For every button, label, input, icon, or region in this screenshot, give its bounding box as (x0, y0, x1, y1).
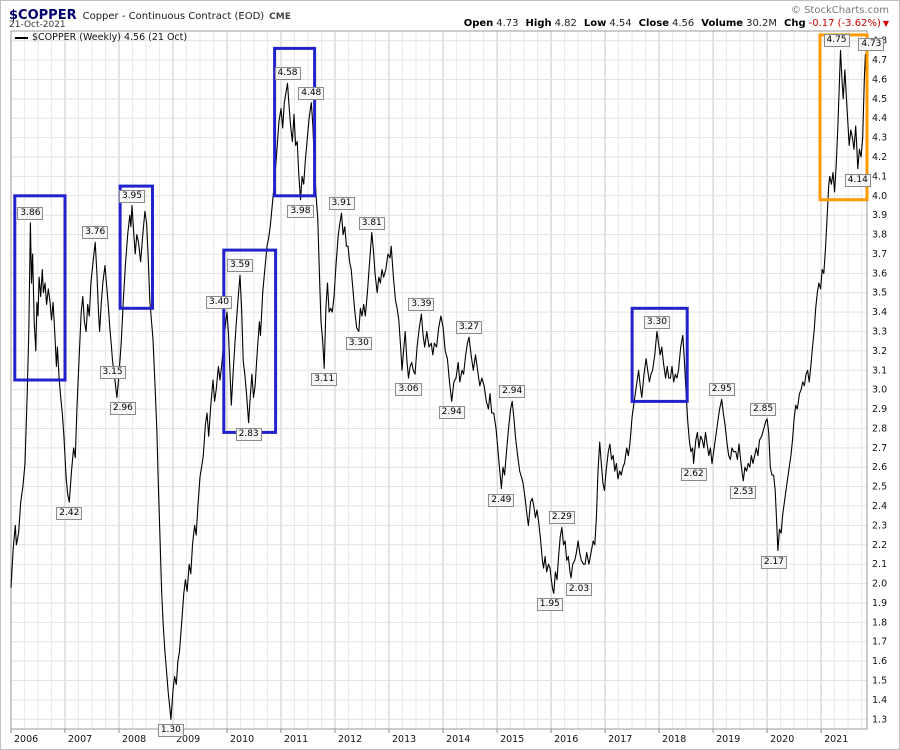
y-axis-label: 3.2 (872, 346, 887, 357)
y-axis-label: 3.0 (872, 385, 887, 396)
stat-label-change: Chg (783, 18, 806, 29)
highlight-box (273, 46, 317, 198)
y-axis-label: 2.2 (872, 540, 887, 551)
y-axis-label: 4.6 (872, 75, 887, 86)
copyright-notice: © StockCharts.com (790, 5, 889, 16)
y-axis-label: 3.4 (872, 307, 887, 318)
y-axis-label: 2.4 (872, 501, 887, 512)
y-axis-label: 2.7 (872, 443, 887, 454)
y-axis-label: 4.2 (872, 152, 887, 163)
x-axis-label: 2008 (122, 734, 146, 745)
series-legend-label: $COPPER (Weekly) 4.56 (21 Oct) (32, 32, 188, 43)
x-axis-label: 2021 (824, 734, 848, 745)
plot-border (10, 30, 868, 730)
y-axis-label: 2.8 (872, 424, 887, 435)
y-axis-label: 2.5 (872, 482, 887, 493)
y-axis-label: 1.7 (872, 637, 887, 648)
y-axis-label: 3.3 (872, 327, 887, 338)
x-axis-label: 2010 (230, 734, 254, 745)
y-axis-label: 2.1 (872, 559, 887, 570)
stat-value-change: -0.17 (-3.62%) (808, 18, 881, 29)
stat-value-close: 4.56 (672, 18, 695, 29)
x-axis-label: 2012 (338, 734, 362, 745)
line-swatch-icon (15, 36, 28, 39)
ticker-symbol: $COPPER (9, 8, 77, 23)
stat-value-low: 4.54 (609, 18, 632, 29)
chart-title: $COPPER Copper - Continuous Contract (EOD… (9, 4, 291, 23)
y-axis-label: 2.6 (872, 462, 887, 473)
x-axis-label: 2016 (554, 734, 578, 745)
y-axis-label: 3.6 (872, 268, 887, 279)
highlight-box (13, 194, 67, 382)
y-axis-label: 2.0 (872, 579, 887, 590)
change-down-icon: ▼ (882, 19, 889, 28)
x-axis-label: 2015 (500, 734, 524, 745)
y-axis-label: 1.4 (872, 695, 887, 706)
ohlc-stats-bar: Open 4.73 High 4.82 Low 4.54 Close 4.56 Volume 30… (457, 18, 889, 29)
y-axis-label: 3.1 (872, 365, 887, 376)
x-axis-label: 2017 (608, 734, 632, 745)
x-axis-label: 2019 (716, 734, 740, 745)
y-axis-label: 4.0 (872, 191, 887, 202)
stat-label-low: Low (583, 18, 607, 29)
y-axis-label: 3.7 (872, 249, 887, 260)
price-line (10, 49, 868, 720)
exchange-label: CME (269, 12, 291, 22)
y-axis-label: 1.5 (872, 676, 887, 687)
instrument-description: Copper - Continuous Contract (EOD) (82, 11, 265, 22)
x-axis-label: 2007 (68, 734, 92, 745)
highlight-box (630, 306, 689, 403)
y-axis-label: 1.9 (872, 598, 887, 609)
y-axis-label: 4.3 (872, 133, 887, 144)
stat-value-volume: 30.2M (746, 18, 777, 29)
stat-label-close: Close (638, 18, 669, 29)
chart-date: 21-Oct-2021 (9, 20, 66, 30)
y-axis-label: 3.8 (872, 230, 887, 241)
highlight-box (118, 184, 154, 310)
stat-value-high: 4.82 (554, 18, 577, 29)
series-legend: $COPPER (Weekly) 4.56 (21 Oct) (15, 32, 187, 43)
y-axis-label: 4.5 (872, 94, 887, 105)
y-axis-label: 2.3 (872, 520, 887, 531)
y-axis-label: 1.3 (872, 714, 887, 725)
y-axis-label: 1.8 (872, 617, 887, 628)
x-axis-label: 2011 (284, 734, 308, 745)
x-axis-label: 2018 (662, 734, 686, 745)
y-axis-label: 1.6 (872, 656, 887, 667)
y-axis-label: 3.9 (872, 210, 887, 221)
x-axis-label: 2013 (392, 734, 416, 745)
stat-label-high: High (525, 18, 552, 29)
y-axis-label: 4.1 (872, 171, 887, 182)
x-axis-label: 2014 (446, 734, 470, 745)
x-axis-label: 2020 (770, 734, 794, 745)
x-axis-label: 2009 (176, 734, 200, 745)
y-axis-label: 4.7 (872, 55, 887, 66)
y-axis-label: 3.5 (872, 288, 887, 299)
y-axis-label: 4.4 (872, 113, 887, 124)
stat-value-open: 4.73 (496, 18, 519, 29)
x-axis-label: 2006 (14, 734, 38, 745)
y-axis-label: 4.8 (872, 36, 887, 47)
stat-label-volume: Volume (701, 18, 744, 29)
y-axis-label: 2.9 (872, 404, 887, 415)
stat-label-open: Open (463, 18, 494, 29)
